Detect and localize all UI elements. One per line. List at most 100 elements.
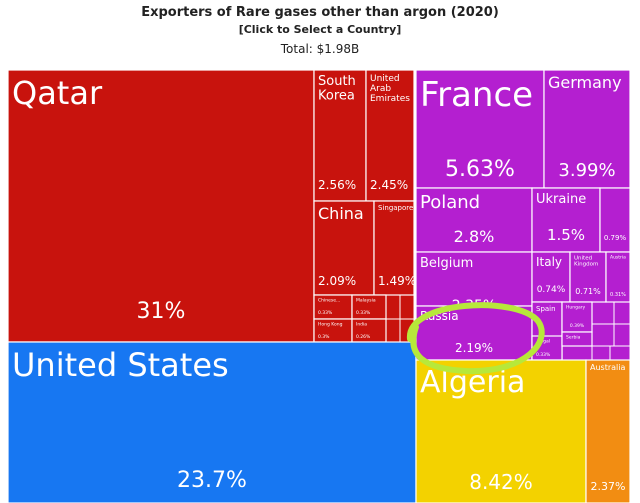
tile-name-label: Chinese...: [318, 298, 340, 304]
tile-name-label: South Korea: [318, 74, 356, 104]
tile-rect[interactable]: [561, 301, 593, 333]
treemap-tile-malaysia[interactable]: Malaysia 0.33%: [351, 294, 387, 320]
treemap-small-tile[interactable]: [591, 323, 615, 347]
tile-name-label: Poland: [420, 192, 480, 213]
tile-name-label: Belgium: [420, 256, 473, 271]
tile-rect[interactable]: [415, 187, 533, 253]
treemap-tile-hungary[interactable]: Hungary 0.39%: [561, 301, 593, 333]
treemap-tile-united-kingdom[interactable]: United Kingdom 0.71%: [569, 251, 607, 303]
treemap-small-tile[interactable]: [609, 345, 631, 361]
treemap-tile-chinese[interactable]: Chinese... 0.33%: [313, 294, 353, 320]
tile-value-label: 0.79%: [604, 234, 627, 242]
treemap-tile-germany[interactable]: Germany 3.99%: [543, 69, 631, 189]
treemap-tile-poland[interactable]: Poland 2.8%: [415, 187, 533, 253]
treemap-small-tile[interactable]: [385, 318, 401, 343]
treemap-tile-australia[interactable]: Australia 2.37%: [585, 359, 631, 503]
tile-name-label: Australia: [590, 363, 625, 372]
tile-rect[interactable]: [7, 341, 417, 503]
tile-rect[interactable]: [415, 359, 587, 503]
treemap-tile-south-korea[interactable]: South Korea 2.56%: [313, 69, 367, 202]
tile-value-label: 2.56%: [318, 178, 356, 192]
treemap-tile-india[interactable]: India 0.26%: [351, 318, 387, 343]
tile-name-label: United Arab Emirates: [370, 74, 410, 104]
tile-name-label: Malaysia: [356, 298, 376, 304]
chart-title: Exporters of Rare gases other than argon…: [141, 5, 499, 20]
treemap-tile-hong-kong[interactable]: Hong Kong 0.3%: [313, 318, 353, 343]
select-country-prompt[interactable]: [Click to Select a Country]: [238, 23, 402, 36]
treemap-tile-italy[interactable]: Italy 0.74%: [531, 251, 571, 303]
tile-name-label: Hungary: [566, 305, 586, 311]
tile-value-label: 0.71%: [575, 287, 601, 296]
tile-rect[interactable]: [365, 69, 415, 202]
tile-name-label: Hong Kong: [318, 322, 343, 328]
treemap-tile-france[interactable]: France 5.63%: [415, 69, 545, 189]
tile-value-label: 2.45%: [370, 178, 408, 192]
tile-rect[interactable]: [313, 69, 367, 202]
treemap-small-tile[interactable]: [561, 345, 593, 361]
tile-name-label: Serbia: [566, 335, 581, 341]
tile-value-label: 0.39%: [570, 323, 585, 329]
highlight-circle-annotation: [407, 302, 545, 375]
tile-name-label: Austria: [610, 255, 626, 261]
tile-value-label: 31%: [137, 299, 186, 324]
tile-rect[interactable]: [561, 331, 593, 347]
tile-name-label: Ukraine: [536, 192, 586, 207]
tile-value-label: 0.31%: [610, 292, 626, 298]
treemap-small-tile[interactable]: [613, 323, 631, 347]
tile-rect[interactable]: [605, 251, 631, 303]
tile-name-label: United States: [12, 346, 229, 384]
tile-rect[interactable]: [569, 251, 607, 303]
tile-value-label: 0.33%: [536, 352, 551, 358]
tile-name-label: Spain: [536, 305, 556, 313]
tile-rect[interactable]: [415, 69, 545, 189]
tile-value-label: 1.49%: [378, 274, 416, 288]
tile-name-label: Singapore: [378, 204, 413, 212]
treemap-tile-singapore[interactable]: Singapore 1.49%: [373, 200, 416, 296]
treemap-tile-china[interactable]: China 2.09%: [313, 200, 375, 296]
tile-rect[interactable]: [351, 294, 387, 320]
tile-value-label: 3.99%: [558, 160, 615, 181]
treemap-tile-united-states[interactable]: United States 23.7%: [7, 341, 417, 503]
tile-value-label: 5.63%: [445, 157, 515, 182]
tile-value-label: 2.37%: [591, 480, 626, 493]
tile-rect[interactable]: [585, 359, 631, 503]
treemap-small-tile[interactable]: [385, 294, 401, 320]
tile-value-label: 2.09%: [318, 274, 356, 288]
treemap-small-tile[interactable]: [591, 345, 611, 361]
tile-rect[interactable]: [599, 187, 631, 253]
tile-rect[interactable]: [531, 187, 601, 253]
tile-name-label: India: [356, 322, 367, 328]
treemap-tile-united-arab-emirates[interactable]: United Arab Emirates 2.45%: [365, 69, 415, 202]
tile-value-label: 0.33%: [318, 310, 333, 316]
tile-name-label: United Kingdom: [574, 256, 598, 268]
tile-value-label: 8.42%: [469, 470, 533, 494]
treemap-small-tile[interactable]: [591, 301, 615, 325]
tile-value-label: 0.3%: [318, 334, 330, 340]
tile-value-label: 2.19%: [455, 341, 493, 355]
tile-rect[interactable]: [373, 200, 415, 296]
tile-rect[interactable]: [543, 69, 631, 189]
tile-name-label: Italy: [536, 255, 562, 269]
tile-value-label: 0.33%: [356, 310, 371, 316]
tile-value-label: 2.8%: [454, 227, 495, 246]
tile-value-label: 0.26%: [356, 334, 371, 340]
tile-name-label: France: [420, 75, 533, 115]
tile-value-label: 1.5%: [547, 226, 585, 244]
total-value: Total: $1.98B: [280, 42, 360, 56]
tile-name-label: ...ugal: [536, 339, 550, 345]
tile-rect[interactable]: [7, 69, 315, 343]
tile-name-label: Germany: [548, 73, 622, 92]
tile-value-label: 0.74%: [537, 285, 566, 295]
treemap-tile-unlabeled[interactable]: 0.79%: [599, 187, 631, 253]
tile-name-label: Qatar: [12, 74, 103, 112]
treemap-tile-austria[interactable]: Austria 0.31%: [605, 251, 631, 303]
tile-value-label: 23.7%: [177, 468, 247, 493]
treemap-small-tile[interactable]: [613, 301, 631, 325]
treemap-small-tile[interactable]: [399, 294, 415, 320]
treemap-tile-qatar[interactable]: Qatar 31%: [7, 69, 315, 343]
tile-name-label: China: [318, 204, 364, 223]
treemap-tile-ukraine[interactable]: Ukraine 1.5%: [531, 187, 601, 253]
treemap-tile-serbia[interactable]: Serbia: [561, 331, 593, 347]
